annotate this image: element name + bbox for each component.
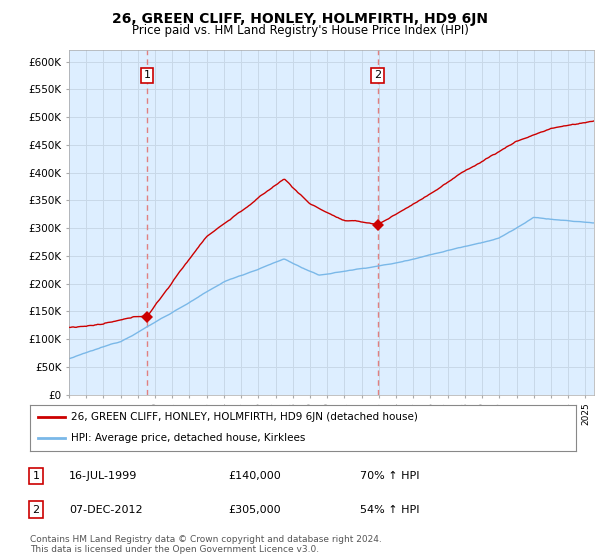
Text: 07-DEC-2012: 07-DEC-2012 — [69, 505, 143, 515]
Text: 70% ↑ HPI: 70% ↑ HPI — [360, 471, 419, 481]
Text: Price paid vs. HM Land Registry's House Price Index (HPI): Price paid vs. HM Land Registry's House … — [131, 24, 469, 36]
Text: 2: 2 — [374, 71, 381, 81]
Text: 1: 1 — [32, 471, 40, 481]
Text: 54% ↑ HPI: 54% ↑ HPI — [360, 505, 419, 515]
Text: 1: 1 — [143, 71, 151, 81]
Text: £305,000: £305,000 — [228, 505, 281, 515]
Text: 16-JUL-1999: 16-JUL-1999 — [69, 471, 137, 481]
Text: 26, GREEN CLIFF, HONLEY, HOLMFIRTH, HD9 6JN (detached house): 26, GREEN CLIFF, HONLEY, HOLMFIRTH, HD9 … — [71, 412, 418, 422]
Text: 26, GREEN CLIFF, HONLEY, HOLMFIRTH, HD9 6JN: 26, GREEN CLIFF, HONLEY, HOLMFIRTH, HD9 … — [112, 12, 488, 26]
Text: £140,000: £140,000 — [228, 471, 281, 481]
Text: Contains HM Land Registry data © Crown copyright and database right 2024.
This d: Contains HM Land Registry data © Crown c… — [30, 535, 382, 554]
Text: HPI: Average price, detached house, Kirklees: HPI: Average price, detached house, Kirk… — [71, 433, 305, 444]
Text: 2: 2 — [32, 505, 40, 515]
